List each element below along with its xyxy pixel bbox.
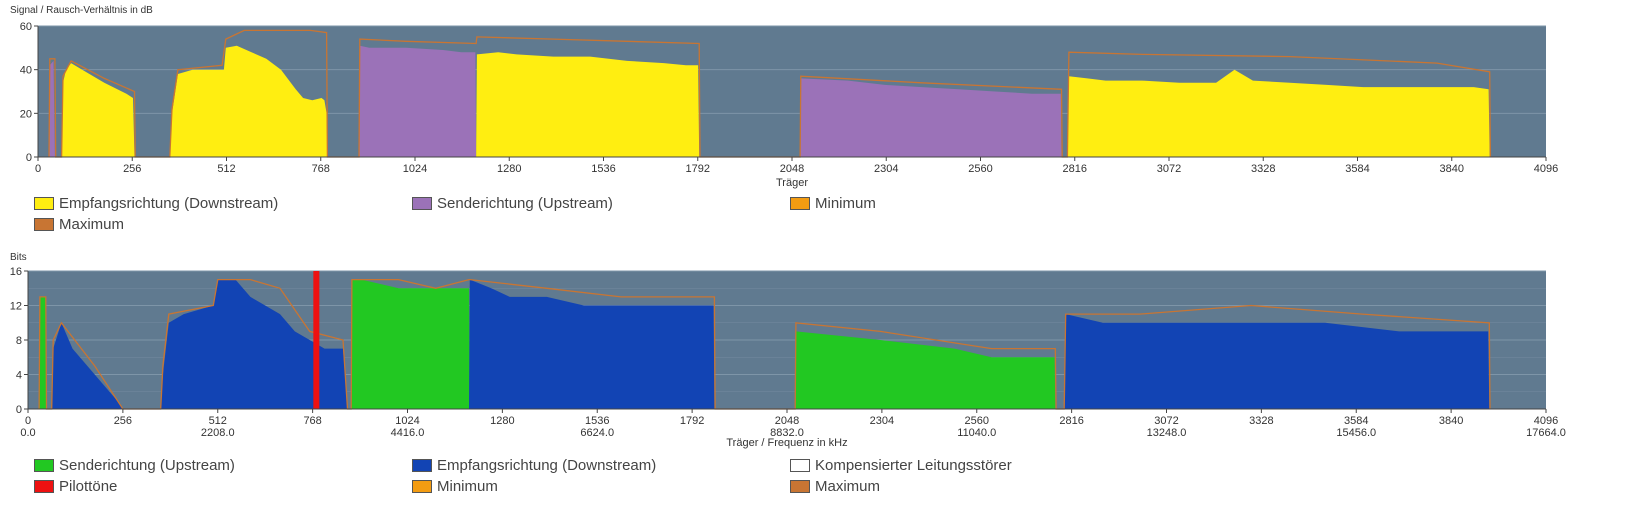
x-freq-label-1024: 4416.0 (391, 427, 425, 439)
x-tick-label-3328: 3328 (1249, 415, 1273, 427)
x-tick-label-768: 768 (312, 163, 330, 175)
x-freq-label-3072: 13248.0 (1147, 427, 1187, 439)
legend-label: Empfangsrichtung (Downstream) (437, 456, 657, 474)
x-freq-label-2048: 8832.0 (770, 427, 804, 439)
x-tick-label-1024: 1024 (403, 163, 427, 175)
x-tick-label-1024: 1024 (395, 415, 419, 427)
legend-item-empfangsrichtung-downstream: Empfangsrichtung (Downstream) (34, 193, 278, 213)
legend-label: Maximum (59, 215, 125, 233)
x-freq-label-0: 0.0 (20, 427, 35, 439)
series-area-empfangsrichtung-downstream (51, 279, 1490, 409)
y-axis-label: Bits (10, 252, 27, 263)
x-tick-label-2816: 2816 (1063, 163, 1087, 175)
x-freq-label-512: 2208.0 (201, 427, 235, 439)
x-tick-label-512: 512 (217, 163, 235, 175)
x-tick-label-768: 768 (303, 415, 321, 427)
x-tick-label-1792: 1792 (686, 163, 710, 175)
legend-label: Pilottöne (59, 477, 118, 495)
legend-label: Empfangsrichtung (Downstream) (59, 194, 279, 212)
legend-label: Minimum (437, 477, 498, 495)
x-axis-label: Träger / Frequenz in kHz (726, 437, 847, 449)
y-tick-label-40: 40 (20, 65, 32, 77)
legend-label: Kompensierter Leitungsstörer (815, 456, 1012, 474)
y-tick-label-0: 0 (16, 404, 22, 416)
x-tick-label-3840: 3840 (1440, 163, 1464, 175)
legend-swatch (790, 458, 810, 472)
y-tick-label-60: 60 (20, 21, 32, 33)
y-tick-label-20: 20 (20, 108, 32, 120)
pilot-tone-bar (313, 271, 320, 409)
legend-label: Senderichtung (Upstream) (59, 456, 235, 474)
x-tick-label-2560: 2560 (965, 415, 989, 427)
legend-item-senderichtung-upstream: Senderichtung (Upstream) (34, 455, 235, 475)
x-tick-label-1792: 1792 (680, 415, 704, 427)
x-freq-label-1536: 6624.0 (580, 427, 614, 439)
legend-item-minimum: Minimum (790, 193, 876, 213)
x-tick-label-1536: 1536 (591, 163, 615, 175)
legend-swatch (790, 479, 810, 493)
x-freq-label-4096: 17664.0 (1526, 427, 1566, 439)
y-tick-label-8: 8 (16, 335, 22, 347)
x-tick-label-1280: 1280 (490, 415, 514, 427)
x-tick-label-3584: 3584 (1344, 415, 1368, 427)
x-tick-label-2048: 2048 (780, 163, 804, 175)
x-tick-label-3328: 3328 (1251, 163, 1275, 175)
x-tick-label-1536: 1536 (585, 415, 609, 427)
legend-swatch (412, 479, 432, 493)
series-area-senderichtung-upstream (39, 279, 1056, 409)
x-tick-label-0: 0 (25, 415, 31, 427)
legend-item-kompensierter-leitungsst-rer: Kompensierter Leitungsstörer (790, 455, 1012, 475)
legend-item-maximum: Maximum (34, 214, 124, 234)
x-tick-label-512: 512 (209, 415, 227, 427)
x-tick-label-4096: 4096 (1534, 415, 1558, 427)
x-tick-label-1280: 1280 (497, 163, 521, 175)
legend-label: Minimum (815, 194, 876, 212)
y-tick-label-4: 4 (16, 370, 22, 382)
x-axis-label: Träger (776, 177, 808, 189)
x-tick-label-0: 0 (35, 163, 41, 175)
y-axis-label: Signal / Rausch-Verhältnis in dB (10, 5, 153, 16)
y-tick-label-0: 0 (26, 152, 32, 164)
legend-swatch (412, 458, 432, 472)
series-area-senderichtung-upstream (49, 45, 1062, 158)
legend-item-senderichtung-upstream: Senderichtung (Upstream) (412, 193, 613, 213)
legend-item-empfangsrichtung-downstream: Empfangsrichtung (Downstream) (412, 455, 656, 475)
y-tick-label-12: 12 (10, 301, 22, 313)
legend-label: Senderichtung (Upstream) (437, 194, 613, 212)
legend-swatch (34, 196, 54, 210)
legend-item-minimum: Minimum (412, 476, 498, 496)
x-tick-label-3072: 3072 (1157, 163, 1181, 175)
y-tick-label-16: 16 (10, 266, 22, 278)
legend-swatch (412, 196, 432, 210)
x-freq-label-3584: 15456.0 (1336, 427, 1376, 439)
snr-chart: 0 20 40 60 0 256 512 768 1024 1280 1536 1792 2048 230… (10, 5, 1558, 189)
x-tick-label-2304: 2304 (874, 163, 898, 175)
x-tick-label-2048: 2048 (775, 415, 799, 427)
x-tick-label-2816: 2816 (1059, 415, 1083, 427)
x-tick-label-2304: 2304 (870, 415, 894, 427)
x-tick-label-2560: 2560 (968, 163, 992, 175)
series-area-empfangsrichtung-downstream (61, 45, 1490, 158)
x-tick-label-4096: 4096 (1534, 163, 1558, 175)
x-tick-label-3840: 3840 (1439, 415, 1463, 427)
legend-swatch (34, 217, 54, 231)
x-freq-label-2560: 11040.0 (957, 427, 996, 439)
x-tick-label-3072: 3072 (1154, 415, 1178, 427)
x-tick-label-256: 256 (123, 163, 141, 175)
legend-item-maximum: Maximum (790, 476, 880, 496)
legend-label: Maximum (815, 477, 881, 495)
legend-swatch (34, 479, 54, 493)
legend-swatch (790, 196, 810, 210)
legend-swatch (34, 458, 54, 472)
legend-item-pilott-ne: Pilottöne (34, 476, 117, 496)
x-tick-label-256: 256 (114, 415, 132, 427)
x-tick-label-3584: 3584 (1345, 163, 1369, 175)
